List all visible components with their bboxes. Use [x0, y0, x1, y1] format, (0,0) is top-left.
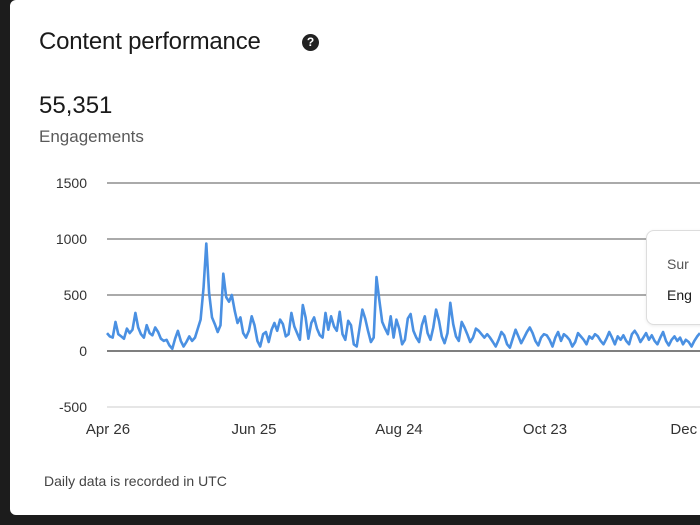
- tooltip-date: Sur: [667, 256, 689, 272]
- y-tick-label: 1000: [56, 231, 87, 247]
- metric-label: Engagements: [39, 127, 144, 146]
- content-performance-card: [10, 0, 700, 515]
- card-title: Content performance: [39, 28, 261, 55]
- help-icon[interactable]: ?: [302, 34, 319, 51]
- x-tick-label: Oct 23: [523, 421, 567, 438]
- y-tick-label: 0: [79, 343, 87, 359]
- engagements-line-chart: 1500 1000 500 0 -500 Apr 26 Jun 25 Aug 24 Oct 23…: [56, 175, 700, 438]
- y-tick-label: -500: [59, 399, 87, 415]
- tooltip-label: Eng: [667, 287, 692, 303]
- x-tick-label: Apr 26: [86, 421, 130, 438]
- x-tick-label: Dec 2: [670, 421, 700, 438]
- y-tick-label: 500: [64, 287, 88, 303]
- x-tick-label: Aug 24: [375, 421, 423, 438]
- total-engagements-value: 55,351: [39, 92, 113, 119]
- y-tick-label: 1500: [56, 175, 87, 191]
- engagements-series-line: [106, 242, 700, 351]
- chart-tooltip: Sur Eng: [646, 230, 700, 325]
- x-tick-label: Jun 25: [231, 421, 276, 438]
- utc-footnote: Daily data is recorded in UTC: [44, 473, 227, 489]
